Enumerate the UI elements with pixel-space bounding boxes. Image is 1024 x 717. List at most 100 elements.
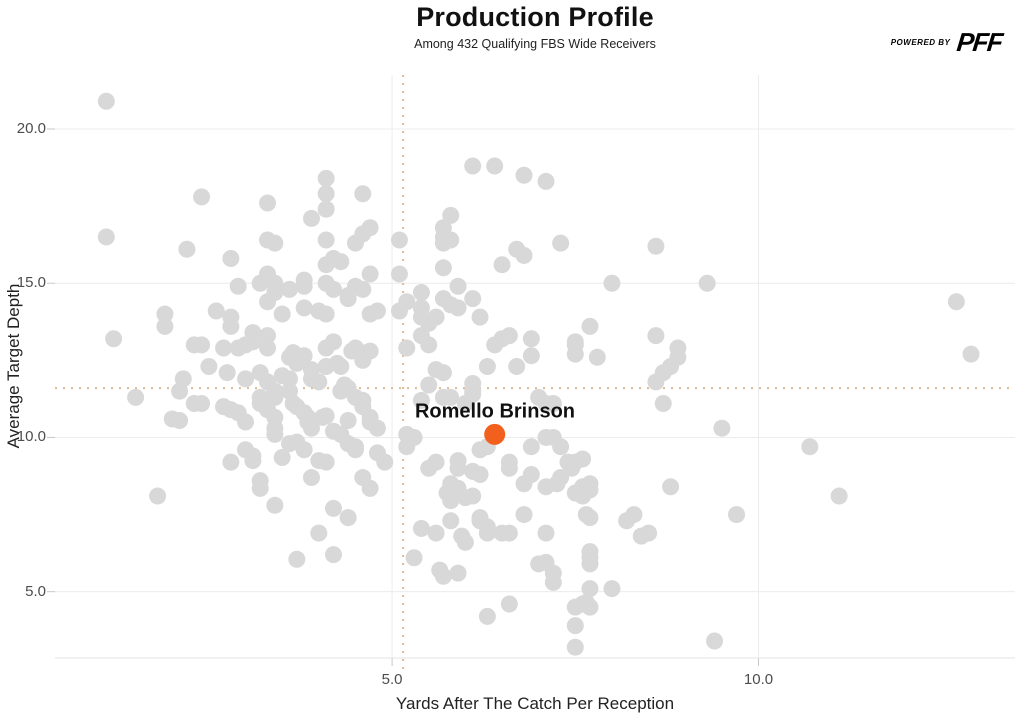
scatter-point <box>552 438 570 456</box>
scatter-point <box>537 172 555 190</box>
scatter-point <box>640 524 658 542</box>
scatter-point <box>273 305 291 323</box>
scatter-point <box>493 256 511 274</box>
x-axis-label: Yards After The Catch Per Reception <box>395 694 675 713</box>
scatter-point <box>354 280 372 298</box>
scatter-point <box>259 293 277 311</box>
scatter-point <box>361 305 379 323</box>
scatter-point <box>251 479 269 497</box>
scatter-point <box>317 407 335 425</box>
scatter-point <box>522 438 540 456</box>
scatter-point <box>310 524 328 542</box>
scatter-point <box>478 607 496 625</box>
scatter-point <box>310 373 328 391</box>
scatter-point <box>222 250 240 268</box>
scatter-point <box>405 549 423 567</box>
scatter-point <box>193 395 211 413</box>
scatter-point <box>544 395 562 413</box>
scatter-point <box>302 419 320 437</box>
scatter-point <box>324 333 342 351</box>
scatter-point <box>566 345 584 363</box>
scatter-point <box>412 283 430 301</box>
scatter-point <box>97 228 115 246</box>
y-tick-label: 5.0 <box>25 582 46 600</box>
scatter-point <box>566 617 584 635</box>
scatter-point <box>478 524 496 542</box>
scatter-point <box>302 209 320 227</box>
scatter-point <box>302 469 320 487</box>
scatter-point <box>324 280 342 298</box>
scatter-point <box>464 290 482 308</box>
scatter-point <box>295 347 313 365</box>
scatter-point <box>354 185 372 203</box>
scatter-point <box>581 509 599 527</box>
scatter-point <box>218 364 236 382</box>
y-tick-label: 20.0 <box>16 119 46 137</box>
scatter-point <box>548 475 566 493</box>
scatter-point <box>420 336 438 354</box>
scatter-point <box>434 567 452 585</box>
y-tick-label: 15.0 <box>16 274 46 292</box>
y-axis-label: Average Target Depth <box>4 283 23 449</box>
scatter-point <box>515 475 533 493</box>
scatter-point <box>588 348 606 366</box>
scatter-point <box>266 382 284 400</box>
scatter-point <box>251 274 269 292</box>
scatter-point <box>522 330 540 348</box>
scatter-point <box>478 358 496 375</box>
scatter-point <box>647 237 665 255</box>
scatter-point <box>515 246 533 264</box>
scatter-point <box>222 453 240 471</box>
scatter-point <box>229 277 247 295</box>
scatter-point <box>449 299 467 317</box>
scatter-point <box>266 234 284 252</box>
scatter-point <box>149 487 167 505</box>
scatter-point <box>713 419 731 437</box>
scatter-point <box>156 317 174 335</box>
highlighted-player-label: Romello Brinson <box>414 400 576 423</box>
scatter-point <box>324 546 342 564</box>
scatter-point <box>361 479 379 497</box>
scatter-point <box>295 441 313 459</box>
scatter-point <box>471 308 489 326</box>
scatter-point <box>471 465 489 483</box>
scatter-point <box>537 524 555 542</box>
scatter-point <box>500 595 518 613</box>
scatter-point <box>464 487 482 505</box>
scatter-point <box>456 533 474 551</box>
scatter-point <box>552 234 570 252</box>
scatter-point <box>420 314 438 332</box>
scatter-point <box>728 506 746 524</box>
scatter-point <box>508 358 526 375</box>
scatter-point <box>273 448 291 466</box>
scatter-point <box>295 277 313 295</box>
scatter-point <box>574 450 592 468</box>
scatter-point <box>266 496 284 514</box>
scatter-point <box>317 231 335 249</box>
scatter-point <box>500 524 518 542</box>
scatter-point <box>288 550 306 568</box>
scatter-point <box>434 259 452 277</box>
scatter-point <box>515 166 533 184</box>
scatter-point <box>434 234 452 252</box>
scatter-point <box>339 411 357 429</box>
scatter-point <box>317 453 335 471</box>
scatter-point <box>420 459 438 477</box>
scatter-point <box>244 324 262 342</box>
chart-title: Production Profile <box>416 2 654 32</box>
scatter-point <box>515 506 533 524</box>
scatter-point <box>324 499 342 517</box>
scatter-point <box>581 598 599 616</box>
scatter-point <box>178 240 196 258</box>
scatter-point <box>207 302 225 320</box>
scatter-point <box>171 382 189 400</box>
scatter-point <box>486 157 504 175</box>
scatter-point <box>193 336 211 354</box>
scatter-point <box>442 512 460 530</box>
scatter-point <box>947 293 965 311</box>
scatter-point <box>830 487 848 505</box>
scatter-point <box>449 564 467 582</box>
scatter-point <box>368 419 386 437</box>
scatter-point <box>442 388 460 406</box>
